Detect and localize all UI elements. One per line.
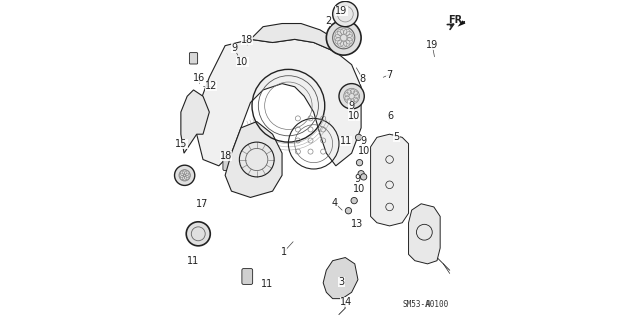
Text: 17: 17 — [196, 199, 209, 209]
Text: 8: 8 — [360, 74, 365, 84]
Text: 9: 9 — [360, 137, 367, 146]
Text: 11: 11 — [187, 256, 199, 266]
Text: 7: 7 — [386, 70, 392, 80]
Text: 9: 9 — [348, 101, 354, 111]
Text: 10: 10 — [348, 111, 360, 121]
Circle shape — [186, 222, 211, 246]
Text: 10: 10 — [353, 184, 365, 194]
FancyBboxPatch shape — [189, 53, 198, 64]
Polygon shape — [458, 20, 465, 27]
Circle shape — [175, 165, 195, 185]
Text: 5: 5 — [394, 132, 399, 142]
Text: A: A — [426, 300, 430, 309]
Circle shape — [333, 1, 358, 27]
Text: 16: 16 — [193, 73, 205, 83]
Text: 18: 18 — [241, 35, 253, 45]
Text: 19: 19 — [335, 6, 348, 16]
Text: SM53-A0100: SM53-A0100 — [402, 300, 449, 309]
Circle shape — [360, 174, 367, 180]
Text: 10: 10 — [236, 57, 249, 67]
Circle shape — [346, 208, 351, 214]
Text: 1: 1 — [280, 247, 287, 257]
Circle shape — [326, 20, 361, 55]
FancyBboxPatch shape — [223, 155, 234, 171]
Text: 11: 11 — [260, 279, 273, 289]
FancyBboxPatch shape — [262, 30, 270, 41]
Text: 9: 9 — [231, 43, 237, 53]
Circle shape — [358, 171, 364, 177]
Circle shape — [339, 84, 364, 109]
Text: 2: 2 — [325, 16, 332, 26]
Circle shape — [351, 197, 357, 204]
Polygon shape — [323, 257, 358, 299]
Text: 14: 14 — [340, 297, 352, 308]
FancyBboxPatch shape — [242, 269, 253, 285]
Text: 19: 19 — [426, 40, 438, 50]
Polygon shape — [225, 122, 282, 197]
Text: 4: 4 — [332, 198, 338, 208]
Polygon shape — [408, 204, 440, 264]
Text: 6: 6 — [387, 111, 393, 121]
Text: 12: 12 — [205, 81, 217, 91]
Text: 10: 10 — [358, 146, 371, 156]
Text: 13: 13 — [351, 219, 364, 229]
Polygon shape — [181, 90, 209, 153]
Text: 11: 11 — [340, 136, 352, 146]
Text: 15: 15 — [175, 139, 188, 149]
Circle shape — [356, 160, 363, 166]
Text: 18: 18 — [220, 151, 232, 161]
Circle shape — [355, 134, 362, 141]
Polygon shape — [371, 134, 408, 226]
Polygon shape — [250, 24, 336, 52]
Text: 3: 3 — [339, 277, 344, 287]
Polygon shape — [196, 39, 361, 166]
Text: FR.: FR. — [449, 15, 467, 26]
Text: 9: 9 — [355, 174, 360, 184]
